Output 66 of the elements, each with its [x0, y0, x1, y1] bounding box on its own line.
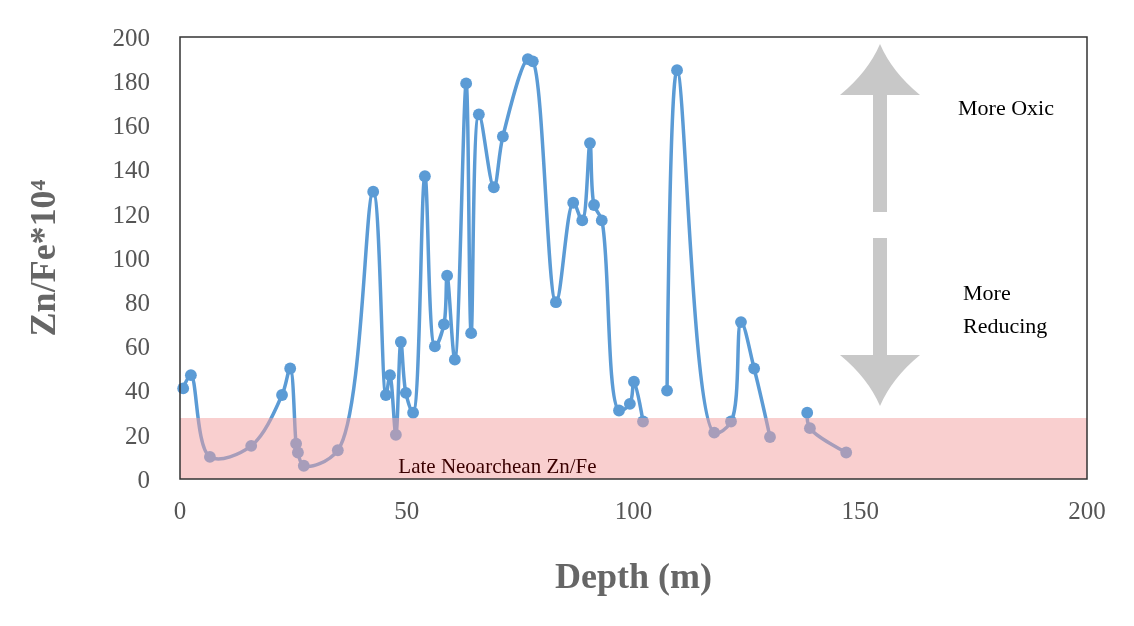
x-tick-label: 0	[173, 497, 187, 524]
point	[623, 397, 636, 410]
point	[803, 422, 816, 435]
x-tick-label: 50	[394, 497, 420, 524]
point	[448, 353, 461, 366]
point	[384, 369, 396, 382]
point	[276, 389, 288, 401]
y-tick-label: 200	[112, 23, 150, 51]
point	[748, 362, 761, 375]
point	[550, 296, 562, 309]
point	[735, 316, 747, 328]
point	[661, 384, 673, 397]
point	[708, 426, 721, 439]
point	[291, 446, 304, 459]
point	[394, 336, 407, 348]
y-tick-label: 120	[112, 200, 150, 228]
x-tick-label: 100	[614, 497, 653, 524]
point	[389, 428, 402, 441]
point	[379, 389, 392, 401]
point	[441, 269, 454, 282]
point	[613, 404, 625, 417]
y-tick-label: 40	[125, 377, 150, 405]
y-tick-label: 80	[125, 288, 150, 316]
point	[465, 327, 478, 340]
point	[637, 415, 649, 428]
point	[438, 318, 450, 331]
point	[399, 386, 412, 399]
point	[487, 181, 500, 194]
band-label: Late Neoarchean Zn/Fe	[398, 454, 597, 478]
point	[407, 406, 420, 419]
y-axis-title: Zn/Fe*10⁴	[23, 179, 63, 337]
point	[184, 369, 197, 382]
point	[671, 64, 683, 77]
point	[331, 444, 344, 457]
point	[284, 362, 297, 375]
point	[840, 446, 853, 459]
y-tick-label: 20	[125, 421, 150, 449]
x-tick-label: 150	[841, 497, 879, 524]
point	[297, 459, 310, 472]
y-tick-label: 0	[137, 465, 150, 493]
point	[367, 185, 380, 198]
y-tick-label: 180	[112, 67, 150, 95]
point	[588, 199, 600, 211]
y-tick-label: 140	[112, 156, 150, 184]
point	[418, 170, 431, 183]
point	[472, 108, 485, 121]
y-tick-label: 160	[112, 112, 150, 140]
y-tick-label: 100	[112, 244, 150, 272]
point	[595, 214, 608, 227]
point	[584, 137, 596, 149]
x-axis-title: Depth (m)	[555, 556, 712, 596]
point	[764, 431, 776, 443]
point	[204, 450, 216, 463]
point	[628, 375, 640, 388]
point	[428, 340, 441, 353]
point	[460, 77, 473, 90]
point	[567, 196, 580, 209]
x-tick-label: 200	[1068, 497, 1106, 524]
point	[245, 439, 258, 452]
y-tick-label: 60	[125, 333, 150, 361]
annotation: More Oxic	[958, 95, 1055, 120]
point	[801, 406, 814, 419]
point	[576, 214, 589, 227]
annotation: More Reducing	[963, 280, 1048, 338]
point	[725, 415, 737, 428]
point	[496, 130, 509, 143]
